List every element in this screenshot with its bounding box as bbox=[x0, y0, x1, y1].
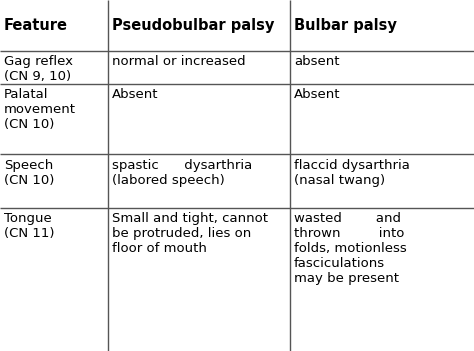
Text: wasted        and
thrown         into
folds, motionless
fasciculations
may be pr: wasted and thrown into folds, motionless… bbox=[294, 212, 407, 285]
Text: absent: absent bbox=[294, 55, 339, 68]
Text: flaccid dysarthria
(nasal twang): flaccid dysarthria (nasal twang) bbox=[294, 159, 410, 187]
Text: Speech
(CN 10): Speech (CN 10) bbox=[4, 159, 54, 187]
Text: Pseudobulbar palsy: Pseudobulbar palsy bbox=[112, 18, 274, 33]
Text: Tongue
(CN 11): Tongue (CN 11) bbox=[4, 212, 55, 240]
Text: Feature: Feature bbox=[4, 18, 68, 33]
Text: Absent: Absent bbox=[112, 88, 158, 101]
Text: Small and tight, cannot
be protruded, lies on
floor of mouth: Small and tight, cannot be protruded, li… bbox=[112, 212, 268, 255]
Text: Absent: Absent bbox=[294, 88, 340, 101]
Text: normal or increased: normal or increased bbox=[112, 55, 246, 68]
Text: Palatal
movement
(CN 10): Palatal movement (CN 10) bbox=[4, 88, 76, 131]
Text: Gag reflex
(CN 9, 10): Gag reflex (CN 9, 10) bbox=[4, 55, 73, 83]
Text: spastic      dysarthria
(labored speech): spastic dysarthria (labored speech) bbox=[112, 159, 252, 187]
Text: Bulbar palsy: Bulbar palsy bbox=[294, 18, 397, 33]
